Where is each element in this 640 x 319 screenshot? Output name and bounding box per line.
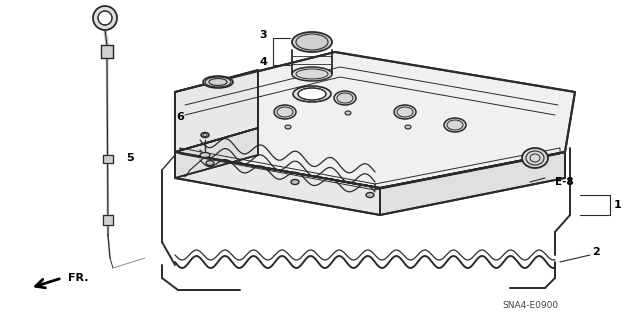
Polygon shape [175,152,380,215]
Text: E-8: E-8 [555,177,573,187]
Polygon shape [380,152,565,215]
Ellipse shape [298,88,326,100]
Ellipse shape [201,132,209,137]
Circle shape [98,11,112,25]
Ellipse shape [345,111,351,115]
Polygon shape [103,155,113,163]
Ellipse shape [200,152,210,158]
Text: 3: 3 [259,30,267,40]
Ellipse shape [206,160,214,166]
Text: SNA4-E0900: SNA4-E0900 [502,300,558,309]
Polygon shape [103,215,113,225]
Text: 1: 1 [614,200,622,210]
Text: 2: 2 [592,247,600,257]
Ellipse shape [292,32,332,52]
Polygon shape [175,52,575,188]
Circle shape [93,6,117,30]
Ellipse shape [394,105,416,119]
Ellipse shape [334,91,356,105]
Ellipse shape [293,86,331,102]
Ellipse shape [285,125,291,129]
Ellipse shape [366,192,374,197]
Polygon shape [175,70,258,152]
Ellipse shape [522,148,548,168]
Polygon shape [175,128,258,178]
Ellipse shape [203,76,233,88]
Ellipse shape [444,118,466,132]
Text: 5: 5 [126,153,134,163]
Text: 6: 6 [176,112,184,122]
Ellipse shape [274,105,296,119]
Text: 4: 4 [259,57,267,67]
Ellipse shape [292,67,332,81]
Ellipse shape [291,180,299,184]
Ellipse shape [405,125,411,129]
Text: FR.: FR. [68,273,88,283]
Polygon shape [101,45,113,58]
